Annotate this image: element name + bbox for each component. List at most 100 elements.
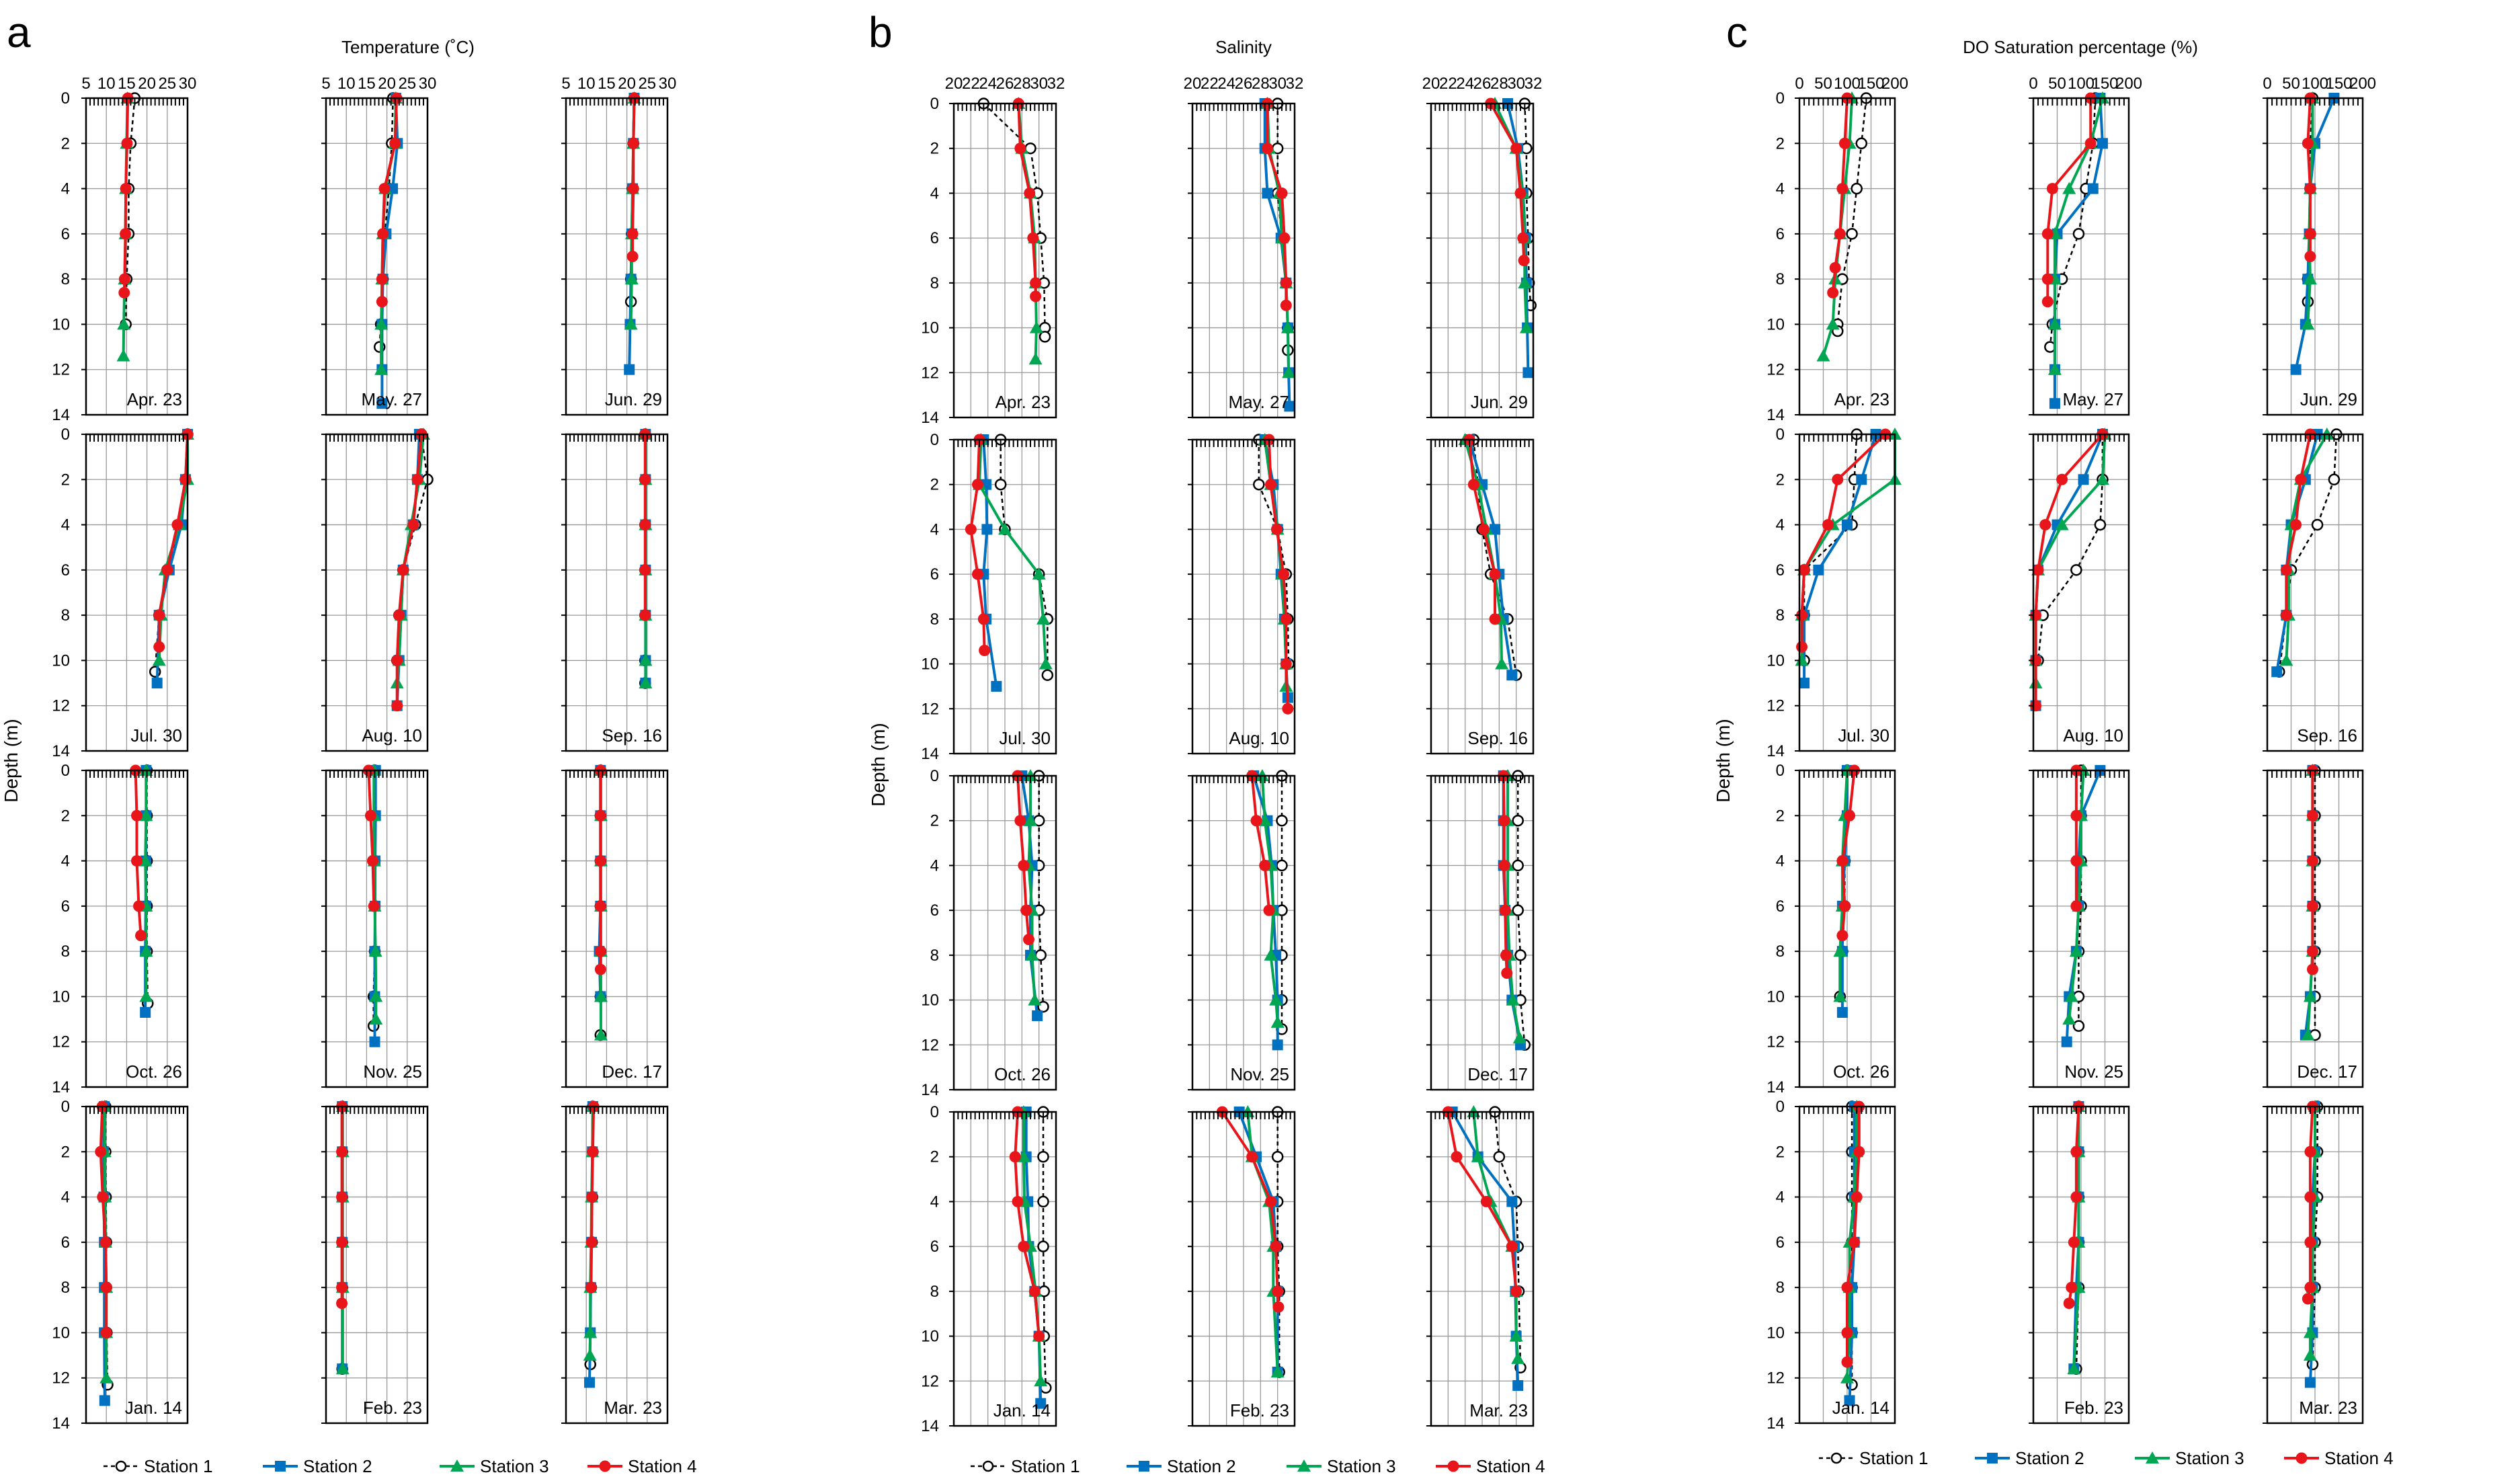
y-tick-label: 8 (1776, 270, 1785, 288)
data-point-station-3 (1840, 1371, 1854, 1384)
data-point-station-1 (2072, 228, 2085, 240)
subplot-date-label: Mar. 23 (1469, 1400, 1528, 1420)
data-point-station-4 (1272, 1285, 1284, 1297)
data-point-station-3 (2303, 990, 2317, 1002)
y-tick-label: 12 (52, 361, 70, 379)
x-tick-label: 24 (1456, 75, 1474, 93)
data-point-station-4 (1518, 255, 1530, 266)
y-tick-label: 0 (1776, 762, 1785, 780)
y-tick-label: 6 (930, 229, 939, 247)
data-point-station-4 (2032, 564, 2044, 576)
y-tick-label: 12 (921, 1036, 939, 1054)
data-point-station-4 (1489, 613, 1501, 625)
x-tick-label: 15 (598, 75, 616, 93)
series-line-3 (144, 770, 148, 997)
series-line-1 (1000, 440, 1049, 676)
data-point-station-3 (639, 653, 653, 666)
data-point-station-1 (1271, 1150, 1284, 1163)
data-point-station-1 (1276, 859, 1288, 872)
data-point-station-3 (2055, 518, 2069, 530)
data-point-station-4 (1517, 232, 1529, 244)
data-point-station-3 (335, 1362, 350, 1375)
data-point-station-4 (2304, 1281, 2316, 1293)
subplot-date-label: Feb. 23 (2064, 1398, 2123, 1418)
data-point-station-4 (1501, 967, 1513, 979)
series-line-4 (1502, 775, 1508, 973)
x-tick-label: 50 (2282, 75, 2300, 93)
data-point-station-4 (336, 1297, 348, 1310)
data-point-station-3 (2062, 1012, 2076, 1025)
y-tick-label: 12 (1766, 361, 1785, 379)
data-point-station-4 (626, 228, 639, 240)
y-tick-label: 12 (1766, 697, 1785, 715)
series-line-1 (1524, 103, 1532, 306)
data-point-station-4 (2070, 900, 2082, 912)
y-tick-label: 4 (1776, 180, 1785, 198)
data-point-station-2 (140, 1006, 151, 1018)
data-point-station-3 (624, 317, 638, 330)
x-tick-label: 24 (979, 75, 997, 93)
subplot-date-label: Mar. 23 (2299, 1398, 2357, 1418)
x-tick-label: 22 (1201, 75, 1219, 93)
data-point-station-1 (1037, 1150, 1049, 1163)
data-point-station-4 (1261, 143, 1273, 155)
subplot-date-label: Oct. 26 (126, 1061, 182, 1082)
data-point-station-4 (2304, 1146, 2316, 1158)
series-line-4 (1250, 775, 1270, 911)
legend-label-station-2: Station 2 (2015, 1448, 2084, 1468)
data-point-station-1 (1037, 1240, 1049, 1252)
data-point-station-3 (624, 272, 639, 285)
subplot-date-label: Oct. 26 (994, 1064, 1051, 1084)
x-tick-label: 20 (1422, 75, 1440, 93)
data-point-station-2 (1813, 564, 1824, 575)
legend-marker-station-2 (275, 1461, 286, 1472)
data-point-station-1 (1851, 182, 1863, 195)
subplot-frame (565, 433, 669, 752)
x-tick-label: 0 (2263, 75, 2271, 93)
data-point-station-4 (639, 564, 651, 576)
data-point-station-4 (1834, 228, 1846, 240)
data-point-station-4 (1014, 815, 1026, 827)
data-point-station-4 (1467, 479, 1479, 491)
y-tick-label: 0 (930, 767, 939, 785)
y-tick-label: 6 (61, 225, 70, 243)
data-point-station-3 (2301, 1028, 2315, 1041)
data-point-station-3 (2303, 1349, 2317, 1361)
data-point-station-1 (1276, 814, 1288, 827)
y-tick-label: 12 (1766, 1033, 1785, 1051)
data-point-station-1 (1512, 814, 1524, 827)
y-tick-label: 4 (930, 184, 939, 202)
data-point-station-4 (1030, 290, 1042, 303)
data-point-station-3 (1028, 993, 1042, 1006)
x-tick-label: 32 (1286, 75, 1304, 93)
quantity-title: Salinity (1215, 37, 1272, 57)
x-tick-label: 26 (1473, 75, 1492, 93)
y-tick-label: 8 (930, 1283, 939, 1301)
x-tick-label: 30 (1507, 75, 1525, 93)
data-point-station-4 (1018, 859, 1030, 871)
x-tick-label: 15 (118, 75, 136, 93)
data-point-station-4 (1280, 658, 1292, 670)
data-point-station-3 (1032, 567, 1046, 580)
data-point-station-1 (2328, 473, 2341, 486)
x-tick-label: 25 (638, 75, 656, 93)
data-point-station-3 (99, 1371, 114, 1384)
data-point-station-4 (1030, 277, 1042, 289)
data-point-station-4 (1841, 1281, 1853, 1293)
data-point-station-2 (1032, 1010, 1043, 1021)
data-point-station-3 (1506, 993, 1520, 1006)
subplot-frame (325, 433, 429, 752)
data-point-station-3 (139, 990, 153, 1002)
data-point-station-4 (1514, 187, 1527, 199)
y-tick-label: 14 (921, 1081, 939, 1099)
x-tick-label: 30 (419, 75, 437, 93)
y-tick-label: 0 (1776, 89, 1785, 108)
y-tick-label: 2 (930, 812, 939, 830)
data-point-station-4 (2295, 473, 2307, 485)
subplot-frame (325, 97, 429, 416)
data-point-station-4 (2306, 963, 2318, 975)
data-point-station-2 (1799, 678, 1810, 689)
data-point-station-4 (1499, 904, 1511, 916)
data-point-station-4 (2290, 519, 2302, 531)
data-point-station-4 (1836, 855, 1848, 867)
